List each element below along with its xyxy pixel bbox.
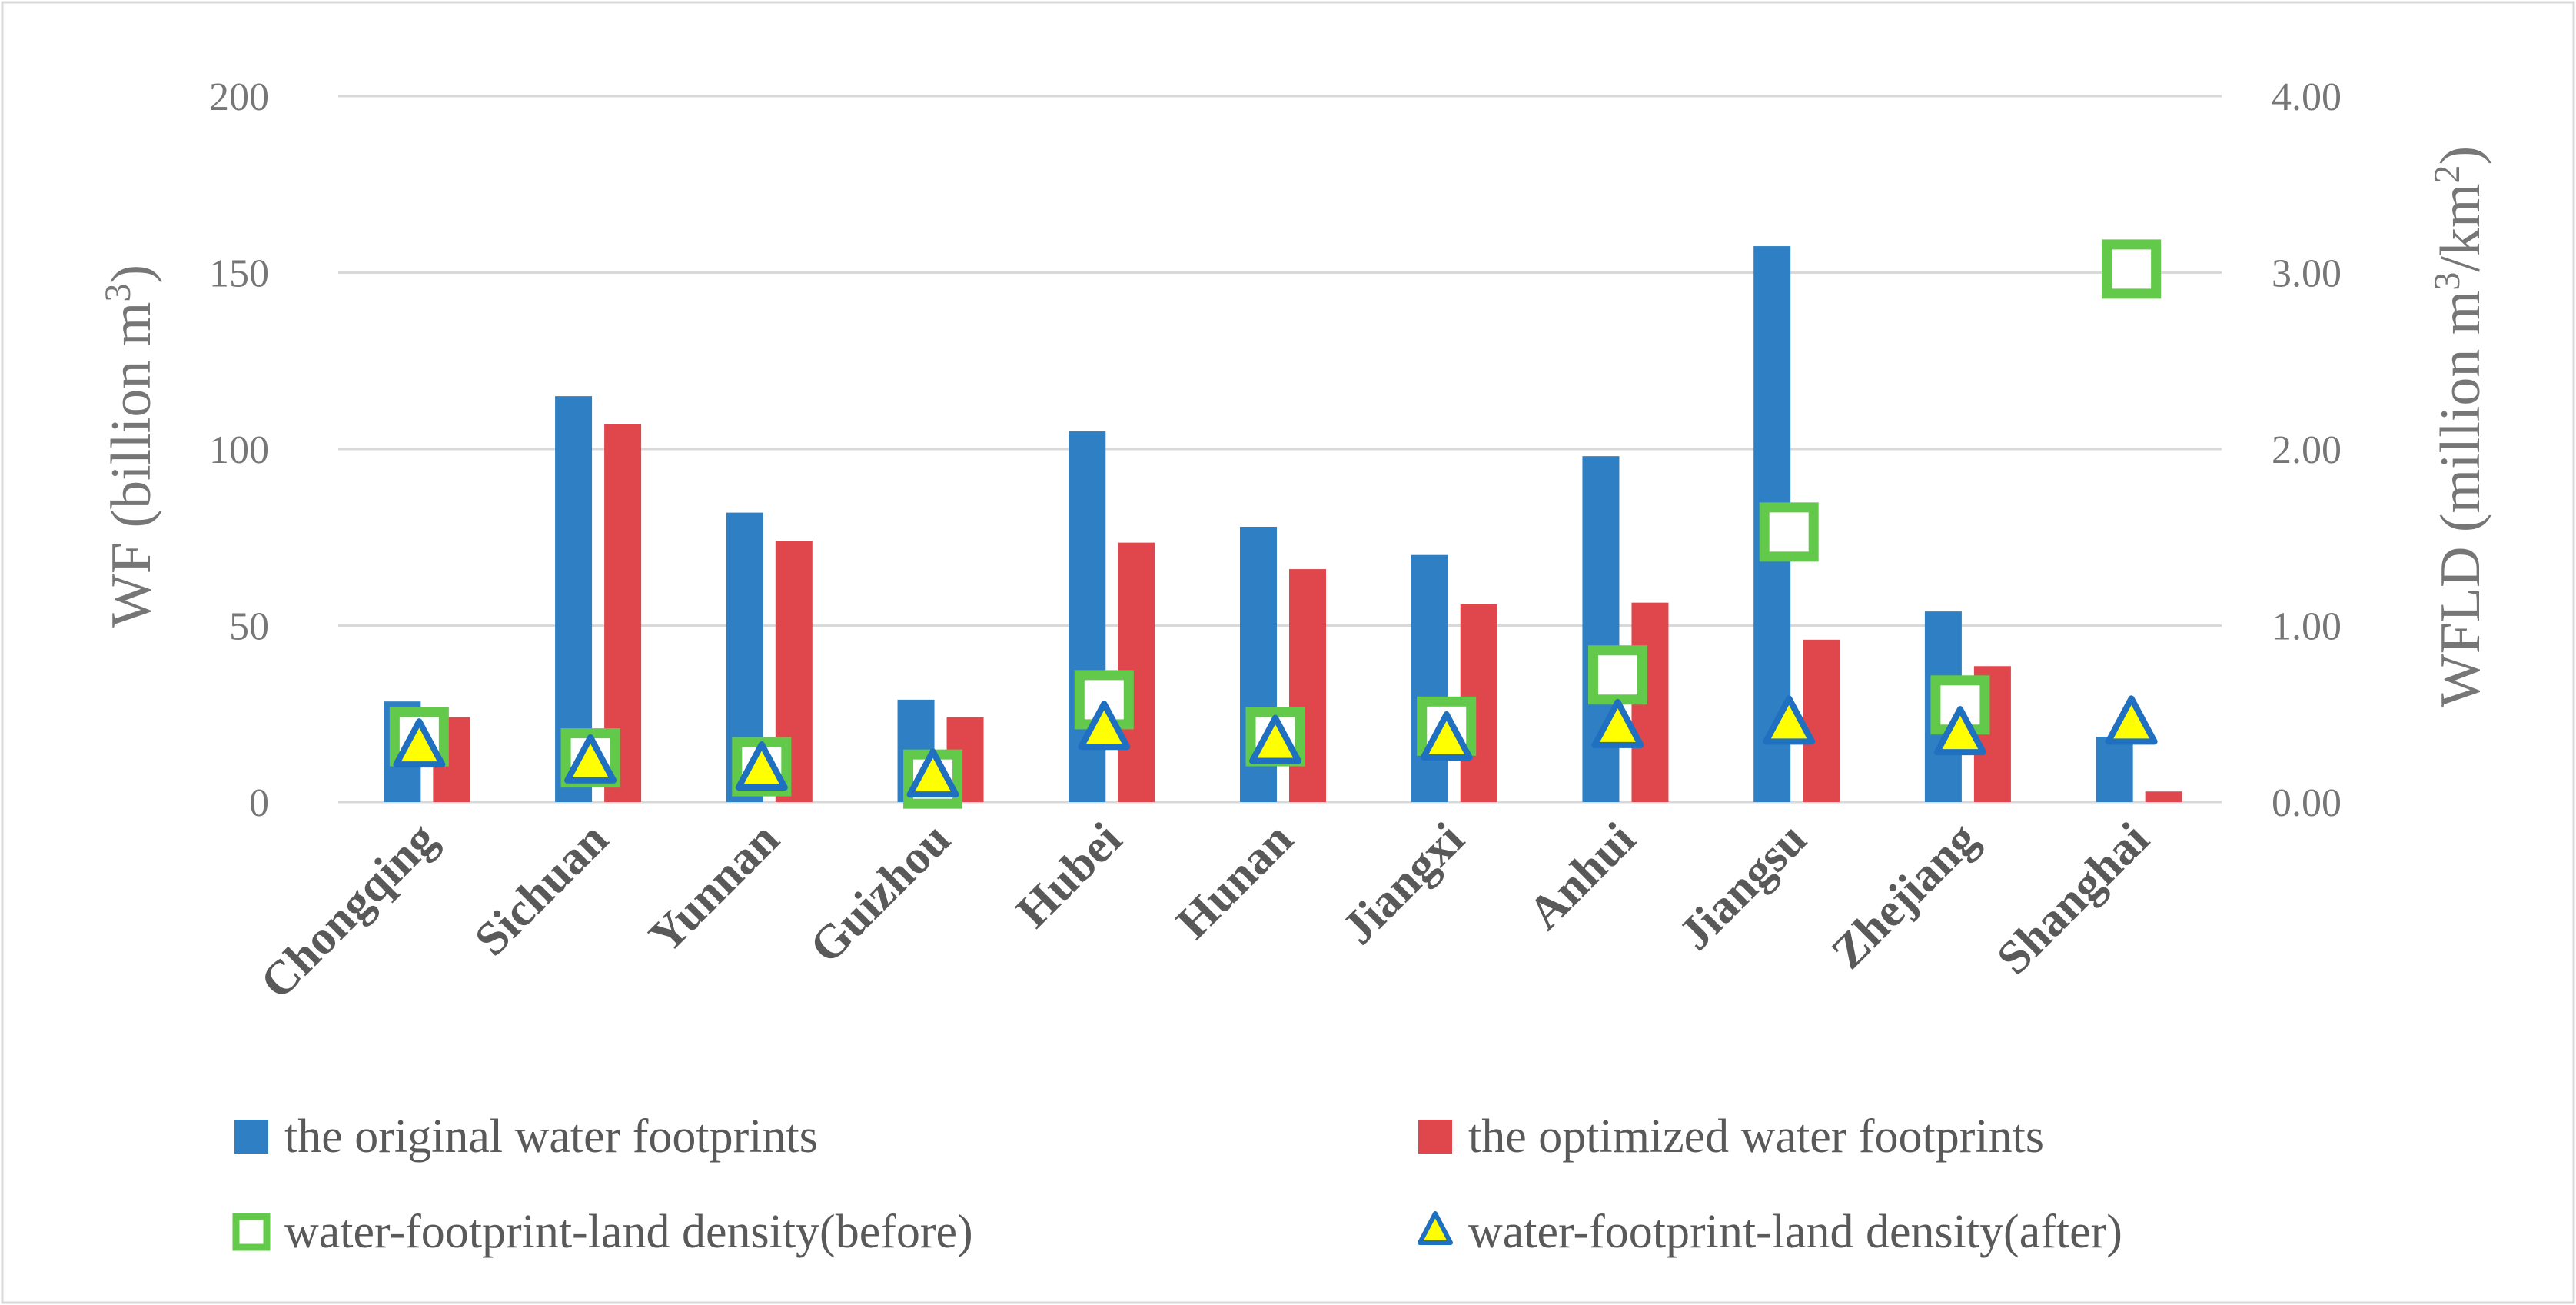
legend-item: the optimized water footprints bbox=[1418, 1110, 2044, 1163]
bar bbox=[1803, 639, 1840, 802]
triangle-marker bbox=[1763, 695, 1816, 745]
y-left-tick-label: 0 bbox=[249, 781, 269, 825]
bar bbox=[2096, 737, 2133, 802]
bar bbox=[2145, 791, 2182, 802]
y-left-tick-label: 150 bbox=[209, 252, 269, 296]
legend-item: water-footprint-land density(before) bbox=[232, 1206, 973, 1258]
triangle-marker bbox=[2105, 695, 2158, 745]
square-marker bbox=[1759, 502, 1819, 562]
legend-label: water-footprint-land density(before) bbox=[284, 1206, 973, 1258]
legend-swatch bbox=[1418, 1120, 1452, 1154]
legend-label: water-footprint-land density(after) bbox=[1468, 1206, 2122, 1258]
y-left-tick-label: 200 bbox=[209, 75, 269, 119]
triangle-marker bbox=[1249, 714, 1301, 764]
triangle-marker bbox=[1420, 711, 1473, 761]
y-right-tick-label: 3.00 bbox=[2272, 252, 2342, 296]
y-right-tick-label: 1.00 bbox=[2272, 605, 2342, 649]
y-right-tick-label: 0.00 bbox=[2272, 781, 2342, 825]
legend-item: water-footprint-land density(after) bbox=[1418, 1206, 2122, 1258]
y-left-axis-title: WF (billion m3) bbox=[98, 265, 163, 628]
triangle-marker bbox=[906, 748, 959, 798]
y-right-axis-title: WFLD (million m3/km2) bbox=[2427, 146, 2492, 707]
triangle-marker bbox=[564, 734, 617, 784]
legend-label: the optimized water footprints bbox=[1468, 1110, 2044, 1163]
bar bbox=[1411, 554, 1448, 802]
bar bbox=[1582, 456, 1620, 802]
bar bbox=[1289, 569, 1326, 802]
y-right-tick-label: 2.00 bbox=[2272, 428, 2342, 472]
gridlines bbox=[338, 95, 2222, 804]
triangle-marker bbox=[1591, 698, 1644, 748]
triangle-marker bbox=[393, 718, 446, 768]
legend-label: the original water footprints bbox=[284, 1110, 818, 1163]
legend-swatch bbox=[1418, 1211, 1453, 1245]
triangle-marker bbox=[1933, 706, 1986, 756]
square-marker bbox=[1587, 645, 1647, 705]
triangle-marker bbox=[1078, 701, 1131, 751]
y-left-tick-label: 50 bbox=[229, 605, 269, 649]
triangle-marker bbox=[735, 741, 788, 791]
y-left-tick-label: 100 bbox=[209, 428, 269, 472]
square-marker bbox=[2102, 239, 2162, 299]
legend-swatch bbox=[234, 1120, 268, 1154]
legend-item: the original water footprints bbox=[234, 1110, 818, 1163]
legend-swatch bbox=[232, 1213, 271, 1251]
markers bbox=[389, 239, 2162, 809]
y-right-tick-label: 4.00 bbox=[2272, 75, 2342, 119]
tick-labels: 0 50 100 150 200 0.00 1.00 2.00 3.00 4.00 bbox=[209, 75, 2342, 825]
legend: the original water footprints the optimiz… bbox=[232, 1110, 2122, 1258]
